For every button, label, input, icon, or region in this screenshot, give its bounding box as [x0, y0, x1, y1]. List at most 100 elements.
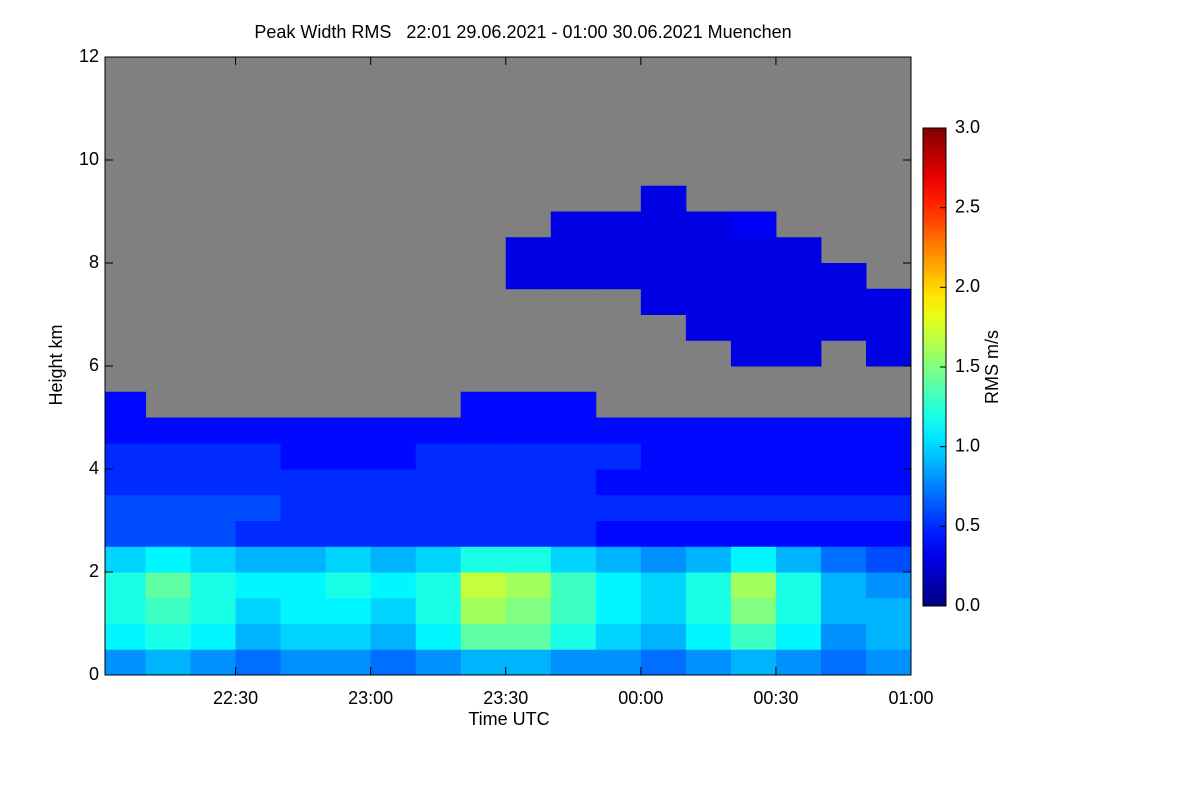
heat-cell	[640, 443, 687, 470]
heat-cell	[505, 494, 552, 521]
heat-cell	[595, 494, 642, 521]
heat-cell	[105, 469, 147, 496]
heat-cell	[280, 623, 327, 650]
heat-cell	[370, 623, 417, 650]
heat-cell	[505, 623, 552, 650]
heat-cell	[775, 340, 822, 367]
heat-cell	[595, 520, 642, 547]
heat-cell	[730, 520, 777, 547]
heat-cell	[280, 649, 327, 676]
heat-cell	[595, 649, 642, 676]
heat-cell	[460, 623, 507, 650]
heat-cell	[235, 623, 282, 650]
heat-cell	[595, 211, 642, 238]
heat-cell	[550, 391, 597, 418]
heat-cell	[105, 546, 147, 573]
y-tick-label: 0	[89, 664, 99, 684]
heat-cell	[505, 572, 552, 599]
heat-cell	[775, 494, 822, 521]
heat-cell	[775, 649, 822, 676]
heat-cell	[460, 520, 507, 547]
heat-cell	[595, 546, 642, 573]
heat-cell	[145, 520, 192, 547]
heat-cell	[190, 572, 237, 599]
heat-cell	[460, 417, 507, 444]
heat-cell	[685, 469, 732, 496]
heat-cell	[730, 443, 777, 470]
heat-cell	[235, 572, 282, 599]
heat-cell	[640, 263, 687, 290]
heat-cell	[865, 314, 912, 341]
y-tick-label: 10	[79, 149, 99, 169]
heat-cell	[595, 237, 642, 264]
heat-cell	[595, 623, 642, 650]
heat-cell	[190, 623, 237, 650]
heat-cell	[105, 623, 147, 650]
heat-cell	[775, 288, 822, 315]
heat-cell	[370, 597, 417, 624]
heat-cell	[105, 597, 147, 624]
heat-cell	[505, 263, 552, 290]
heat-cell	[235, 597, 282, 624]
heat-cell	[145, 649, 192, 676]
heat-cell	[820, 623, 867, 650]
heat-cell	[865, 597, 912, 624]
heat-cell	[505, 649, 552, 676]
heat-cell	[820, 263, 867, 290]
heat-cell	[775, 263, 822, 290]
heat-cell	[775, 314, 822, 341]
heat-cell	[820, 572, 867, 599]
heat-cell	[505, 391, 552, 418]
heat-cell	[505, 597, 552, 624]
heat-cell	[505, 520, 552, 547]
heat-cell	[105, 494, 147, 521]
heat-cell	[415, 572, 462, 599]
heat-cell	[595, 597, 642, 624]
heat-cell	[685, 443, 732, 470]
heat-cell	[820, 314, 867, 341]
heat-cell	[865, 572, 912, 599]
heat-cell	[730, 237, 777, 264]
heat-cell	[370, 494, 417, 521]
heat-cell	[415, 494, 462, 521]
heat-cell	[325, 546, 372, 573]
heat-cell	[235, 417, 282, 444]
heat-cell	[865, 443, 912, 470]
heat-cell	[370, 417, 417, 444]
heat-cell	[105, 572, 147, 599]
heat-cell	[325, 623, 372, 650]
heat-cell	[190, 494, 237, 521]
heat-cell	[685, 597, 732, 624]
y-axis-label: Height km	[46, 324, 66, 405]
heat-cell	[325, 649, 372, 676]
y-tick-label: 6	[89, 355, 99, 375]
heat-cell	[640, 494, 687, 521]
heat-cell	[685, 288, 732, 315]
heat-cell	[685, 572, 732, 599]
heat-cell	[190, 469, 237, 496]
heat-cell	[280, 520, 327, 547]
heat-cell	[190, 597, 237, 624]
heat-cell	[685, 237, 732, 264]
heat-cell	[820, 469, 867, 496]
heat-cell	[730, 263, 777, 290]
heat-cell	[730, 340, 777, 367]
heat-cell	[640, 597, 687, 624]
heat-cell	[730, 417, 777, 444]
heat-cell	[145, 572, 192, 599]
heat-cell	[640, 572, 687, 599]
colorbar-label: RMS m/s	[982, 330, 1002, 404]
y-tick-label: 8	[89, 252, 99, 272]
y-tick-label: 2	[89, 561, 99, 581]
heat-cell	[685, 417, 732, 444]
heat-cell	[505, 546, 552, 573]
x-tick-label: 00:30	[753, 688, 798, 708]
heat-cell	[460, 391, 507, 418]
heat-cell	[865, 288, 912, 315]
x-tick-label: 23:00	[348, 688, 393, 708]
heat-cell	[280, 417, 327, 444]
chart-title: Peak Width RMS 22:01 29.06.2021 - 01:00 …	[254, 22, 791, 42]
heat-cell	[505, 443, 552, 470]
colorbar-tick-label: 3.0	[955, 117, 980, 137]
heat-cell	[820, 443, 867, 470]
